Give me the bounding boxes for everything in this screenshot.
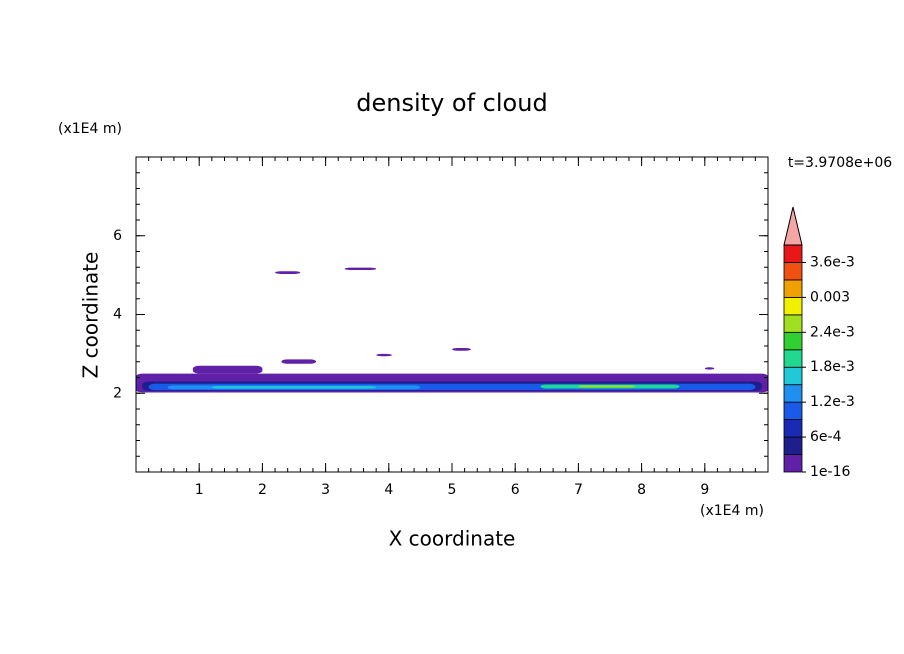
y-axis-label: Z coordinate (79, 252, 103, 379)
contour-region (344, 267, 377, 271)
colorbar-band (783, 331, 803, 351)
contour-region (376, 353, 392, 357)
colorbar-band (783, 384, 803, 403)
colorbar-band (783, 314, 803, 333)
x-tick-label: 2 (258, 482, 267, 498)
colorbar-band (783, 454, 803, 473)
y-tick-label: 4 (113, 307, 122, 323)
x-tick-label: 4 (384, 482, 393, 498)
contour-region (452, 347, 471, 351)
x-tick-label: 6 (511, 482, 520, 498)
colorbar-band (783, 366, 803, 386)
x-tick-label: 7 (574, 482, 583, 498)
colorbar-band (783, 349, 803, 368)
y-tick-label: 2 (113, 385, 122, 401)
colorbar-tick-label: 6e-4 (810, 429, 842, 445)
x-tick-label: 1 (195, 482, 204, 498)
colorbar-band (783, 401, 803, 421)
time-label: t=3.9708e+06 (788, 155, 892, 171)
x-tick-label: 8 (637, 482, 646, 498)
colorbar-band (783, 296, 803, 316)
colorbar-tick-label: 1.2e-3 (810, 394, 855, 410)
contour-region (704, 367, 715, 370)
x-tick-label: 9 (700, 482, 709, 498)
colorbar-band (783, 279, 803, 298)
contour-region (281, 359, 317, 364)
plot-frame (135, 156, 769, 473)
y-tick-label: 6 (113, 228, 122, 244)
colorbar-band (783, 262, 803, 281)
x-axis-label: X coordinate (389, 527, 516, 551)
colorbar-extension (783, 206, 803, 246)
x-unit: (x1E4 m) (700, 503, 764, 519)
colorbar-band (783, 419, 803, 438)
colorbar-tick-label: 0.003 (810, 289, 850, 305)
x-tick-label: 5 (448, 482, 457, 498)
contour-region (578, 385, 636, 388)
colorbar-tick-label: 2.4e-3 (810, 324, 855, 340)
colorbar-band (783, 244, 803, 263)
x-tick-label: 3 (321, 482, 330, 498)
y-unit: (x1E4 m) (58, 121, 122, 137)
colorbar-band (783, 436, 803, 455)
chart-title: density of cloud (356, 89, 547, 117)
colorbar-tick-label: 3.6e-3 (810, 254, 855, 270)
colorbar-tick-label: 1.8e-3 (810, 359, 855, 375)
contour-region (275, 271, 301, 274)
colorbar-tick-label: 1e-16 (810, 464, 850, 480)
contour-region (192, 365, 263, 374)
contour-region (211, 386, 377, 389)
